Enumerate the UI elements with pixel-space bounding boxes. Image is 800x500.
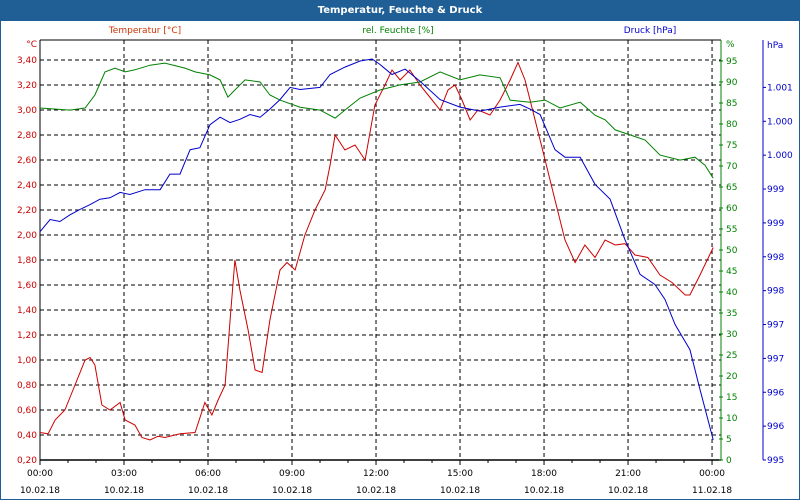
humidity-tick-label: 10 — [726, 414, 738, 424]
pressure-unit-label: hPa — [767, 41, 783, 51]
x-tick-time: 09:00 — [279, 469, 305, 479]
humidity-unit-label: % — [726, 40, 735, 50]
humidity-tick-label: 45 — [726, 267, 737, 277]
humidity-tick-label: 55 — [726, 225, 737, 235]
x-tick-date: 10.02.18 — [608, 486, 648, 496]
pressure-tick-label: 996 — [767, 388, 784, 398]
x-tick-time: 03:00 — [111, 469, 137, 479]
pressure-tick-label: 1.000 — [767, 117, 793, 127]
window-title: Temperatur, Feuchte & Druck — [1, 1, 799, 21]
temperature-tick-label: 2,60 — [17, 156, 37, 166]
temperature-tick-label: 0,40 — [17, 431, 37, 441]
x-tick-date: 11.02.18 — [692, 486, 732, 496]
temperature-tick-label: 2,20 — [17, 206, 37, 216]
humidity-tick-label: 85 — [726, 99, 737, 109]
x-tick-date: 10.02.18 — [20, 486, 60, 496]
series-line-humidity — [39, 62, 714, 179]
humidity-tick-label: 80 — [726, 120, 738, 130]
humidity-tick-label: 50 — [726, 246, 738, 256]
temperature-tick-label: 1,40 — [17, 306, 37, 316]
x-tick-time: 00:00 — [27, 469, 53, 479]
pressure-tick-label: 998 — [767, 253, 784, 263]
temperature-tick-label: 0,60 — [17, 406, 37, 416]
humidity-tick-label: 35 — [726, 309, 737, 319]
pressure-tick-label: 997 — [767, 354, 784, 364]
temperature-unit-label: °C — [26, 40, 37, 50]
temperature-tick-label: 3,40 — [17, 56, 37, 66]
humidity-tick-label: 0 — [726, 456, 732, 466]
series-line-temperature — [39, 61, 714, 441]
humidity-tick-label: 40 — [726, 288, 738, 298]
humidity-tick-label: 95 — [726, 57, 737, 67]
x-tick-time: 12:00 — [363, 469, 389, 479]
x-tick-date: 10.02.18 — [356, 486, 396, 496]
humidity-tick-label: 25 — [726, 351, 737, 361]
humidity-tick-label: 5 — [726, 435, 732, 445]
temperature-tick-label: 2,00 — [17, 231, 37, 241]
temperature-tick-label: 0,80 — [17, 381, 37, 391]
pressure-tick-label: 997 — [767, 321, 784, 331]
humidity-tick-label: 65 — [726, 183, 737, 193]
x-tick-date: 10.02.18 — [188, 486, 228, 496]
pressure-tick-label: 1.000 — [767, 151, 793, 161]
pressure-tick-label: 1.001 — [767, 83, 793, 93]
temperature-tick-label: 3,00 — [17, 106, 37, 116]
humidity-tick-label: 70 — [726, 162, 738, 172]
x-tick-time: 06:00 — [195, 469, 221, 479]
temperature-tick-label: 2,40 — [17, 181, 37, 191]
temperature-tick-label: 2,80 — [17, 131, 37, 141]
x-tick-time: 00:00 — [699, 469, 725, 479]
x-tick-date: 10.02.18 — [272, 486, 312, 496]
temperature-tick-label: 1,20 — [17, 331, 37, 341]
x-tick-date: 10.02.18 — [104, 486, 144, 496]
series-line-pressure — [39, 58, 714, 440]
pressure-tick-label: 999 — [767, 219, 784, 229]
humidity-tick-label: 60 — [726, 204, 738, 214]
temperature-tick-label: 1,60 — [17, 281, 37, 291]
temperature-tick-label: 0,20 — [17, 456, 37, 466]
humidity-axis-title: rel. Feuchte [%] — [362, 26, 433, 36]
humidity-tick-label: 15 — [726, 393, 737, 403]
temperature-tick-label: 3,20 — [17, 81, 37, 91]
humidity-tick-label: 30 — [726, 330, 738, 340]
humidity-tick-label: 90 — [726, 78, 738, 88]
humidity-tick-label: 20 — [726, 372, 738, 382]
pressure-tick-label: 999 — [767, 185, 784, 195]
temperature-tick-label: 1,00 — [17, 356, 37, 366]
x-tick-time: 21:00 — [615, 469, 641, 479]
pressure-tick-label: 996 — [767, 422, 784, 432]
pressure-tick-label: 995 — [767, 456, 784, 466]
x-tick-time: 15:00 — [447, 469, 473, 479]
x-tick-date: 10.02.18 — [524, 486, 564, 496]
pressure-axis-title: Druck [hPa] — [624, 26, 677, 36]
x-tick-time: 18:00 — [531, 469, 557, 479]
pressure-tick-label: 998 — [767, 287, 784, 297]
temperature-tick-label: 1,80 — [17, 256, 37, 266]
x-tick-date: 10.02.18 — [440, 486, 480, 496]
humidity-tick-label: 75 — [726, 141, 737, 151]
temperature-axis-title: Temperatur [°C] — [108, 26, 181, 36]
